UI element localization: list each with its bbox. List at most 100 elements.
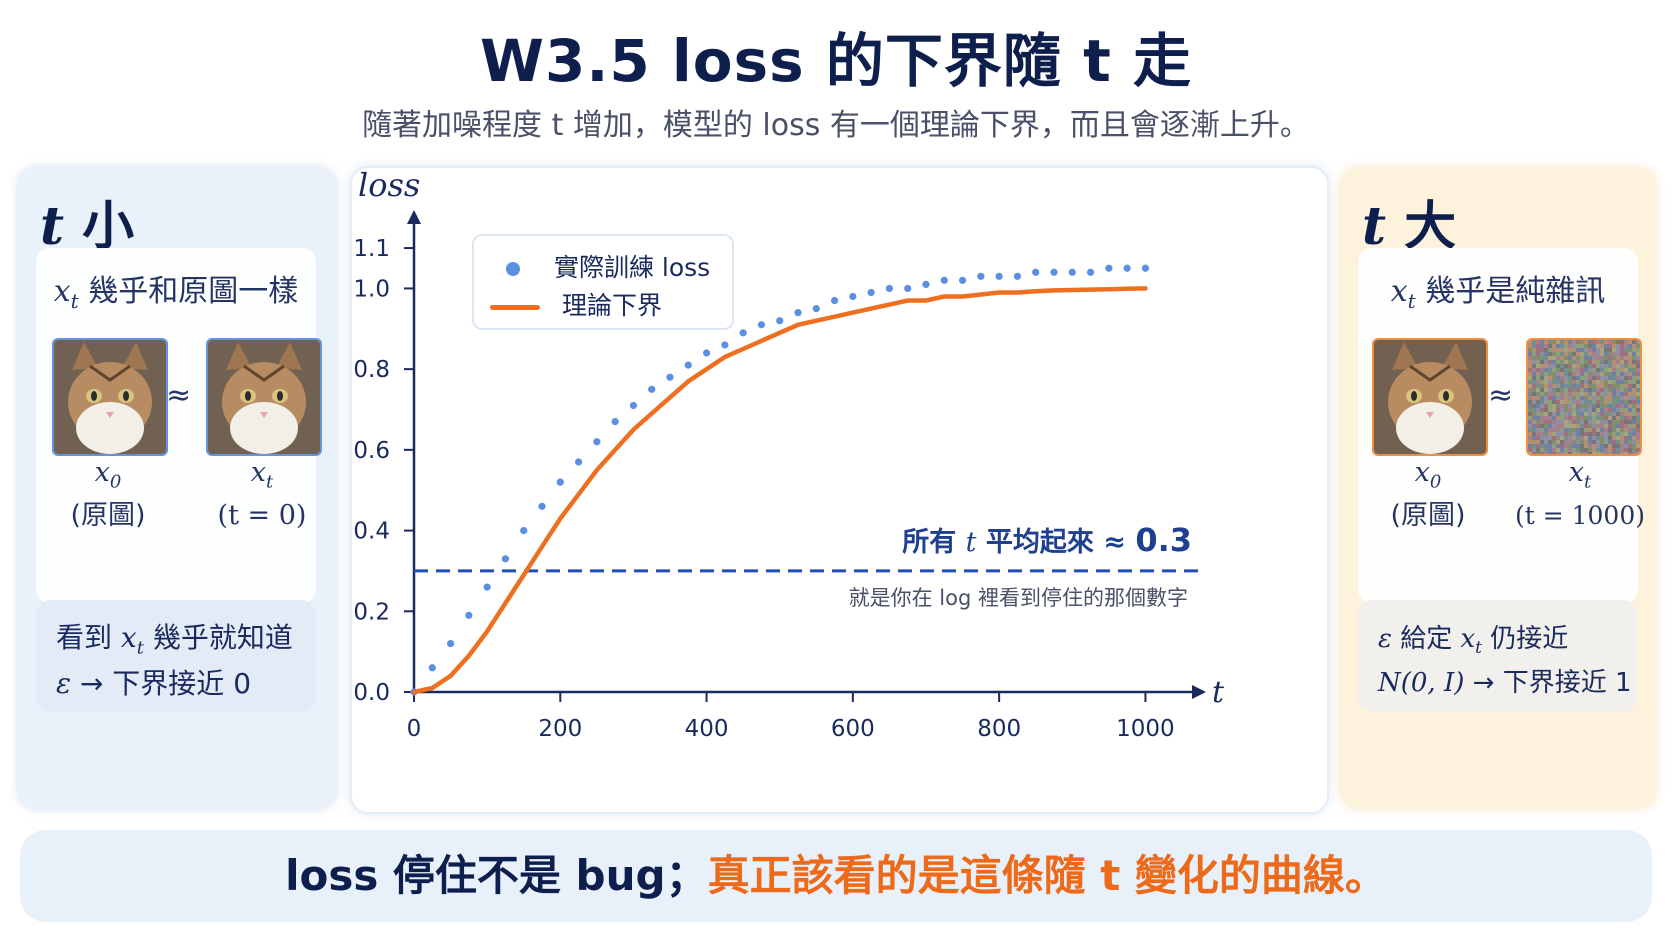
noise-pixel bbox=[1564, 424, 1568, 428]
noise-pixel bbox=[1636, 424, 1640, 428]
noise-pixel bbox=[1592, 396, 1596, 400]
card-title-text: 幾乎是純雜訊 bbox=[1425, 274, 1606, 309]
var-sub: t bbox=[1407, 289, 1416, 313]
noise-pixel bbox=[1552, 348, 1556, 352]
noise-pixel bbox=[1560, 348, 1564, 352]
noise-pixel bbox=[1608, 392, 1612, 396]
noise-pixel bbox=[1532, 360, 1536, 364]
noise-pixel bbox=[1572, 400, 1576, 404]
noise-pixel bbox=[1636, 384, 1640, 388]
noise-pixel bbox=[1620, 436, 1624, 440]
noise-pixel bbox=[1592, 444, 1596, 448]
noise-pixel bbox=[1624, 420, 1628, 424]
noise-pixel bbox=[1632, 420, 1636, 424]
noise-pixel bbox=[1580, 424, 1584, 428]
noise-pixel bbox=[1616, 380, 1620, 384]
noise-pixel bbox=[1564, 396, 1568, 400]
noise-pixel bbox=[1544, 440, 1548, 444]
noise-pixel bbox=[1532, 392, 1536, 396]
noise-pixel bbox=[1560, 372, 1564, 376]
noise-pixel bbox=[1536, 352, 1540, 356]
noise-pixel bbox=[1588, 412, 1592, 416]
noise-pixel bbox=[1628, 428, 1632, 432]
noise-pixel bbox=[1584, 448, 1588, 452]
noise-pixel bbox=[1592, 352, 1596, 356]
noise-pixel bbox=[1572, 444, 1576, 448]
noise-pixel bbox=[1552, 432, 1556, 436]
noise-pixel bbox=[1536, 404, 1540, 408]
noise-pixel bbox=[1540, 380, 1544, 384]
noise-pixel bbox=[1584, 440, 1588, 444]
noise-pixel bbox=[1552, 436, 1556, 440]
noise-pixel bbox=[1556, 340, 1560, 344]
noise-pixel bbox=[1576, 380, 1580, 384]
noise-pixel bbox=[1636, 376, 1640, 380]
x-tick-label: 0 bbox=[407, 716, 422, 742]
noise-pixel bbox=[1608, 408, 1612, 412]
noise-pixel bbox=[1568, 384, 1572, 388]
scatter-point bbox=[574, 458, 583, 466]
right-panel-heading: t 大 bbox=[1362, 184, 1456, 259]
noise-pixel bbox=[1596, 360, 1600, 364]
noise-pixel bbox=[1544, 368, 1548, 372]
reference-note: 就是你在 log 裡看到停住的那個數字 bbox=[849, 586, 1188, 610]
noise-pixel bbox=[1540, 400, 1544, 404]
noise-pixel bbox=[1560, 352, 1564, 356]
noise-pixel bbox=[1572, 360, 1576, 364]
noise-pixel bbox=[1636, 428, 1640, 432]
noise-pixel bbox=[1620, 408, 1624, 412]
noise-pixel bbox=[1636, 364, 1640, 368]
noise-pixel bbox=[1544, 448, 1548, 452]
ref-value: 0.3 bbox=[1135, 521, 1192, 559]
noise-pixel bbox=[1528, 388, 1532, 392]
noise-pixel bbox=[1564, 388, 1568, 392]
noise-pixel bbox=[1528, 452, 1532, 454]
var-epsilon: ε bbox=[56, 667, 72, 700]
noise-pixel bbox=[1596, 376, 1600, 380]
noise-pixel bbox=[1624, 360, 1628, 364]
noise-pixel bbox=[1540, 420, 1544, 424]
noise-pixel bbox=[1564, 436, 1568, 440]
noise-pixel bbox=[1528, 432, 1532, 436]
noise-pixel bbox=[1588, 368, 1592, 372]
noise-pixel bbox=[1600, 348, 1604, 352]
noise-pixel bbox=[1556, 352, 1560, 356]
left-panel-small-t: t 小 xt 幾乎和原圖一樣 ≈ bbox=[18, 168, 336, 808]
scatter-point bbox=[501, 555, 510, 563]
noise-pixel bbox=[1528, 428, 1532, 432]
noise-pixel bbox=[1572, 396, 1576, 400]
noise-pixel bbox=[1628, 340, 1632, 344]
noise-pixel bbox=[1588, 444, 1592, 448]
noise-pixel bbox=[1604, 392, 1608, 396]
noise-pixel bbox=[1588, 400, 1592, 404]
noise-pixel bbox=[1552, 372, 1556, 376]
noise-pixel bbox=[1536, 348, 1540, 352]
noise-pixel bbox=[1536, 372, 1540, 376]
noise-pixel bbox=[1568, 404, 1572, 408]
noise-pixel bbox=[1564, 340, 1568, 344]
noise-pixel bbox=[1596, 444, 1600, 448]
noise-pixel bbox=[1564, 404, 1568, 408]
noise-pixel bbox=[1564, 376, 1568, 380]
noise-pixel bbox=[1588, 344, 1592, 348]
noise-pixel bbox=[1616, 420, 1620, 424]
noise-pixel bbox=[1608, 356, 1612, 360]
noise-pixel bbox=[1636, 412, 1640, 416]
noise-pixel bbox=[1612, 428, 1616, 432]
noise-pixel bbox=[1596, 416, 1600, 420]
noise-pixel bbox=[1612, 372, 1616, 376]
noise-pixel bbox=[1564, 356, 1568, 360]
right-card-title: xt 幾乎是純雜訊 bbox=[1358, 266, 1638, 313]
noise-pixel bbox=[1624, 384, 1628, 388]
noise-pixel bbox=[1528, 376, 1532, 380]
noise-pixel bbox=[1628, 368, 1632, 372]
noise-pixel bbox=[1580, 380, 1584, 384]
noise-pixel bbox=[1608, 444, 1612, 448]
noise-pixel bbox=[1636, 400, 1640, 404]
noise-pixel bbox=[1636, 436, 1640, 440]
noise-pixel bbox=[1584, 436, 1588, 440]
noise-pixel bbox=[1576, 408, 1580, 412]
noise-pixel bbox=[1584, 384, 1588, 388]
chart-panel: loss t 0 200 400 600 800 1000 0.0 0.2 0.4 0.6 0.8 1.0… bbox=[350, 166, 1329, 814]
noise-pixel bbox=[1584, 400, 1588, 404]
